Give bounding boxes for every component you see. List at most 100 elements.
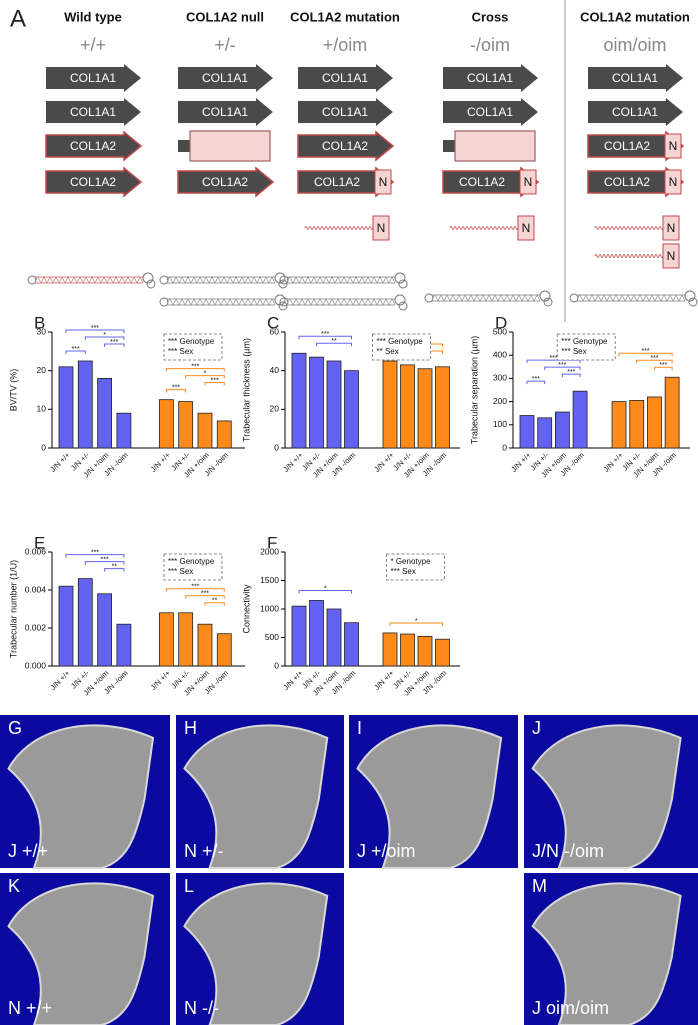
panel-letter: D [495,313,507,332]
bar [537,417,553,449]
significance-bracket [165,368,225,372]
fibril-end [569,293,579,303]
bar [647,396,662,449]
column-title: COL1A2 mutation [580,9,690,24]
image-caption: J/N -/oim [532,841,604,861]
bar [216,633,232,667]
gene-label: COL1A1 [467,71,513,85]
bar [178,612,194,667]
genotype: +/+ [80,35,106,55]
image-caption: J oim/oim [532,998,609,1018]
significance-label: * [324,585,327,592]
significance-label: *** [567,369,575,376]
mutation-box [374,169,392,195]
significance-label: ** [112,563,118,570]
image-caption: N +/- [184,841,224,861]
fibril-end [274,294,286,306]
gene-arrow [178,64,273,92]
significance-label: *** [191,364,199,371]
significance-bracket [104,568,125,572]
significance-bracket [526,380,546,385]
significance-bracket [185,595,225,599]
bone-scan [356,724,503,869]
significance-bracket [104,343,125,347]
significance-label: *** [532,376,540,383]
y-tick-label: 2000 [260,546,279,556]
bar [58,585,74,667]
x-tick-label: J/N +/+ [601,450,625,474]
gene-label: COL1A1 [467,105,513,119]
genotype: -/oim [470,35,510,55]
bar [309,356,324,449]
y-tick-label: 0 [274,442,279,452]
significance-bracket [65,350,86,354]
gene-arrow [443,64,538,92]
significance-bracket [84,561,125,565]
bar [326,360,342,449]
y-axis-label: Trabecular thickness (µm) [241,338,251,442]
y-tick-label: 100 [493,419,507,429]
fibril-end [394,272,406,284]
fibril-end [278,301,288,311]
significance-bracket [618,352,673,357]
genotype: +/oim [323,35,368,55]
gene-label: COL1A1 [70,71,116,85]
annotation: *** Sex [168,567,193,576]
gene-arrow [178,98,273,126]
gene-label: COL1A1 [612,71,658,85]
fibril-end [394,294,406,306]
mutation-label: N [669,175,678,189]
null-allele [189,130,271,162]
annotation: *** Genotype [168,557,215,566]
annotation: *** Sex [561,347,586,356]
bar [382,360,398,449]
image-letter: J [532,718,541,738]
image-letter: K [8,876,20,896]
fibril-end [278,279,288,289]
bar [97,593,112,667]
null-allele [454,130,536,162]
annotation: *** Genotype [377,337,424,346]
gene-arrow [588,98,683,126]
significance-label: ** [331,338,337,345]
significance-label: *** [558,362,566,369]
fibril-end [688,297,698,307]
mutation-box [519,169,537,195]
y-tick-label: 20 [270,404,280,414]
gene-label: COL1A1 [202,105,248,119]
x-tick-label: J/N +/+ [281,450,305,474]
bar [400,633,415,667]
gene-arrow [298,64,393,92]
y-tick-label: 200 [493,396,507,406]
y-tick-label: 500 [493,326,507,336]
gene-label: COL1A1 [70,105,116,119]
gene-stub [178,140,190,152]
annotation-box [372,333,431,361]
y-tick-label: 40 [270,365,280,375]
image-letter: L [184,876,194,896]
panel-letter: C [267,313,279,332]
gene-arrow [46,64,141,92]
mutation-box [664,133,682,159]
y-axis-label: Trabecular separation (µm) [469,336,479,444]
fibril-end [159,297,169,307]
fibril-end [424,293,434,303]
y-axis-label: Trabecular number (1/U) [8,560,18,658]
bone-scan [183,724,329,869]
gene-label: COL1A2 [70,139,116,153]
image-letter: H [184,718,197,738]
bar [611,401,627,449]
gene-label: COL1A2 [604,139,650,153]
gene-label: COL1A2 [322,139,368,153]
y-tick-label: 30 [37,326,47,336]
significance-label: ** [212,598,218,605]
panel-letter: E [34,533,45,552]
fibril-end [684,290,696,302]
bar [326,608,342,667]
gene-stub [443,140,455,152]
bar [197,412,213,449]
bone-scan [531,724,682,869]
x-tick-label: J/N +/+ [48,450,72,474]
y-tick-label: 0.002 [25,622,47,632]
